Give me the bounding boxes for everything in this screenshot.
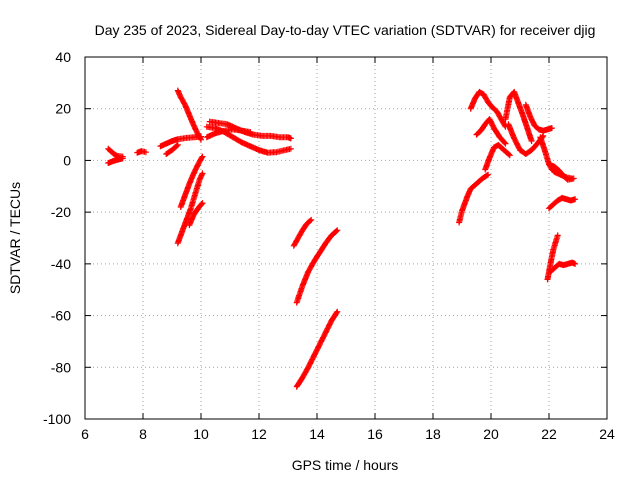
- y-tick-label: 40: [55, 49, 71, 65]
- data-point-trace: [174, 87, 204, 143]
- series-arc-12: [203, 126, 254, 141]
- y-tick-label: 0: [63, 152, 71, 168]
- data-point-trace: [293, 227, 341, 306]
- x-tick-label: 24: [599, 426, 615, 442]
- series-arc-03: [134, 148, 149, 156]
- series-arc-06: [174, 87, 204, 143]
- series-arc-13: [290, 216, 315, 249]
- series-arc-05: [163, 141, 181, 157]
- data-point-trace: [546, 161, 577, 183]
- data-point-trace: [456, 171, 492, 226]
- grid-layer: [85, 57, 607, 419]
- data-point-trace: [186, 200, 206, 229]
- x-tick-label: 8: [139, 426, 147, 442]
- series-arc-27: [547, 259, 579, 275]
- data-point-trace: [293, 308, 341, 390]
- series-arc-23: [537, 134, 576, 182]
- x-tick-label: 16: [367, 426, 383, 442]
- data-point-trace: [105, 155, 126, 166]
- series-arc-16: [456, 171, 492, 226]
- x-tick-label: 6: [81, 426, 89, 442]
- series-arc-17: [467, 88, 509, 130]
- data-point-trace: [134, 148, 149, 156]
- series-arc-15: [293, 308, 341, 390]
- data-point-trace: [467, 88, 509, 130]
- series-arc-26: [544, 232, 561, 283]
- x-tick-label: 10: [193, 426, 209, 442]
- x-tick-label: 14: [309, 426, 325, 442]
- y-tick-label: 20: [55, 101, 71, 117]
- y-axis-label: SDTVAR / TECUs: [7, 182, 23, 294]
- series-arc-14: [293, 227, 341, 306]
- data-point-trace: [547, 259, 579, 275]
- x-tick-label: 18: [425, 426, 441, 442]
- series-arc-22: [522, 101, 555, 134]
- data-point-trace: [502, 88, 535, 144]
- data-point-trace: [546, 194, 579, 212]
- data-point-trace: [290, 216, 315, 249]
- x-axis-label: GPS time / hours: [292, 457, 399, 473]
- data-point-trace: [544, 232, 561, 283]
- data-point-trace: [522, 101, 555, 134]
- x-tick-label: 12: [251, 426, 267, 442]
- y-tick-label: -20: [51, 204, 71, 220]
- series-arc-02: [105, 155, 126, 166]
- data-layer: [105, 87, 579, 390]
- data-point-trace: [163, 141, 181, 157]
- data-point-trace: [177, 153, 206, 210]
- chart-title: Day 235 of 2023, Sidereal Day-to-day VTE…: [95, 22, 596, 38]
- data-point-trace: [482, 141, 513, 173]
- series-arc-25: [546, 194, 579, 212]
- data-point-trace: [174, 170, 206, 247]
- series-arc-09: [186, 200, 206, 229]
- data-point-trace: [473, 116, 509, 147]
- series-arc-07: [177, 153, 206, 210]
- x-tick-label: 22: [541, 426, 557, 442]
- series-arc-19: [482, 141, 513, 173]
- series-arc-08: [174, 170, 206, 247]
- series-arc-18: [473, 116, 509, 147]
- series-arc-20: [502, 88, 535, 144]
- y-tick-label: -80: [51, 359, 71, 375]
- x-tick-label: 20: [483, 426, 499, 442]
- plot-frame: [84, 56, 608, 420]
- y-tick-label: -40: [51, 256, 71, 272]
- y-tick-label: -100: [43, 411, 71, 427]
- series-arc-24: [546, 161, 577, 183]
- data-point-trace: [537, 134, 576, 182]
- tick-layer: 6 8 10 12 14 16 18 20 22 24 -100 -80 -60 -40 -20 0 20 40: [43, 49, 615, 442]
- y-tick-label: -60: [51, 308, 71, 324]
- data-point-trace: [203, 126, 254, 141]
